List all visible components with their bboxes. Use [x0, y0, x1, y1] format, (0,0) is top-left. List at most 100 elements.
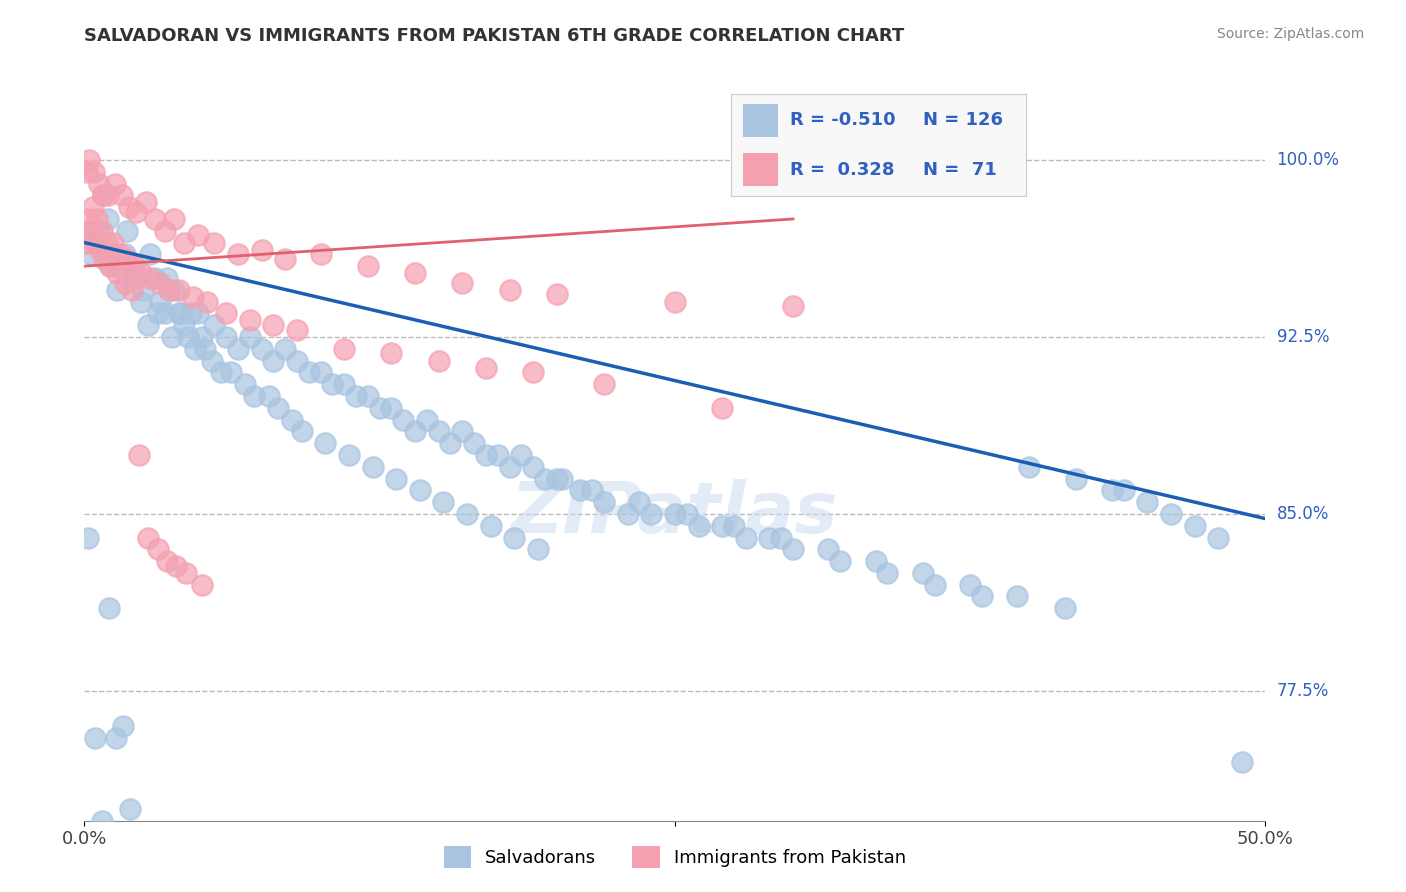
Point [173, 235, 195, 250]
Point [79, 224, 101, 238]
Point [191, 577, 214, 591]
Point [226, 247, 249, 261]
Point [114, 276, 136, 290]
Point [184, 342, 207, 356]
Point [723, 518, 745, 533]
Text: Source: ZipAtlas.com: Source: ZipAtlas.com [1216, 27, 1364, 41]
Point [439, 436, 461, 450]
Point [163, 283, 186, 297]
Point [226, 342, 249, 356]
Point [139, 271, 162, 285]
Point [239, 313, 262, 327]
Point [1018, 459, 1040, 474]
Point [1136, 495, 1159, 509]
Point [114, 247, 136, 261]
Point [187, 306, 209, 320]
Point [409, 483, 432, 498]
Point [77, 224, 100, 238]
Point [1101, 483, 1123, 498]
Point [456, 507, 478, 521]
Point [167, 306, 190, 320]
Point [135, 195, 157, 210]
Point [87, 177, 110, 191]
Point [344, 389, 367, 403]
Point [1066, 471, 1088, 485]
Point [664, 294, 686, 309]
Point [451, 425, 474, 439]
Point [1230, 755, 1253, 769]
Point [163, 211, 186, 226]
Legend: Salvadorans, Immigrants from Pakistan: Salvadorans, Immigrants from Pakistan [434, 838, 915, 878]
Point [146, 542, 169, 557]
Point [115, 252, 138, 266]
Point [180, 306, 202, 320]
Point [688, 518, 710, 533]
Point [959, 577, 981, 591]
Point [89, 243, 111, 257]
Point [160, 330, 183, 344]
Point [416, 412, 439, 426]
Point [121, 283, 143, 297]
Point [98, 259, 121, 273]
Point [136, 318, 159, 333]
Point [118, 200, 141, 214]
Text: 100.0%: 100.0% [1277, 151, 1340, 169]
Point [309, 365, 332, 379]
Point [127, 837, 149, 851]
Point [1053, 601, 1076, 615]
Point [1160, 507, 1182, 521]
Point [1184, 518, 1206, 533]
Point [498, 283, 520, 297]
Point [830, 554, 852, 568]
Point [427, 353, 450, 368]
Point [479, 518, 502, 533]
Point [581, 483, 603, 498]
Point [262, 318, 284, 333]
Point [911, 566, 934, 580]
Point [333, 377, 356, 392]
Point [876, 566, 898, 580]
Point [101, 247, 124, 261]
Point [94, 247, 117, 261]
FancyBboxPatch shape [742, 104, 779, 136]
Point [357, 389, 380, 403]
Point [112, 719, 135, 733]
Point [550, 471, 572, 485]
Point [285, 323, 308, 337]
Point [111, 188, 134, 202]
Point [1112, 483, 1135, 498]
Point [970, 590, 993, 604]
Point [91, 814, 114, 828]
Point [404, 425, 426, 439]
Point [451, 276, 474, 290]
Point [546, 287, 568, 301]
Point [105, 731, 128, 745]
Point [93, 252, 115, 266]
Point [77, 153, 100, 167]
Point [432, 495, 454, 509]
Point [83, 165, 105, 179]
Point [361, 459, 384, 474]
Point [82, 200, 104, 214]
Point [250, 342, 273, 356]
Point [149, 276, 172, 290]
Point [146, 306, 169, 320]
Point [86, 211, 108, 226]
Point [593, 495, 616, 509]
Text: R =  0.328: R = 0.328 [790, 161, 894, 178]
Point [274, 342, 297, 356]
Point [616, 507, 638, 521]
Point [77, 211, 100, 226]
Point [101, 235, 124, 250]
Point [1007, 590, 1029, 604]
Point [664, 507, 686, 521]
Text: N =  71: N = 71 [922, 161, 997, 178]
Point [503, 531, 526, 545]
Point [97, 188, 120, 202]
Point [209, 365, 232, 379]
Point [380, 346, 402, 360]
Point [157, 283, 180, 297]
Point [569, 483, 592, 498]
Point [122, 259, 145, 273]
Point [153, 224, 176, 238]
